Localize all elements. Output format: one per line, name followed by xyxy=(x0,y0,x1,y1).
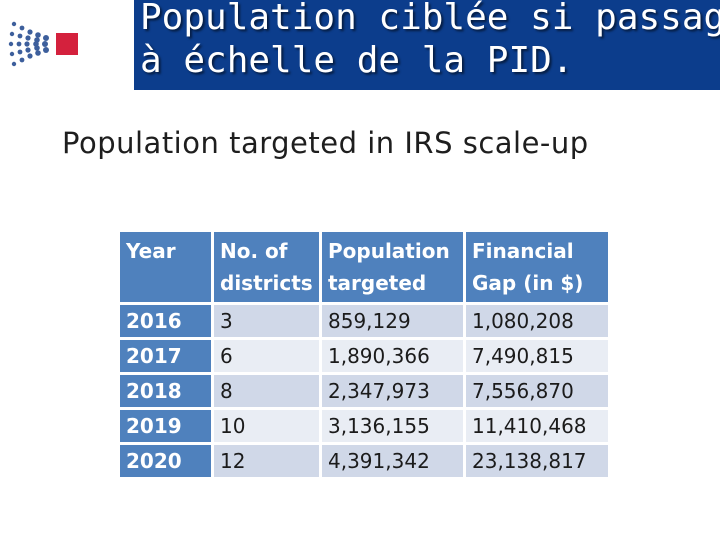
table-container: Year No. of districts Population targeted … xyxy=(117,229,611,480)
page-title: Population ciblée si passage à échelle d… xyxy=(140,0,720,82)
table-row: 2019 10 3,136,155 11,410,468 xyxy=(117,407,611,445)
dotted-burst-logo-icon xyxy=(8,21,78,67)
financial-gap-cell: 1,080,208 xyxy=(463,302,611,340)
population-cell: 4,391,342 xyxy=(319,442,466,480)
table-row: 2017 6 1,890,366 7,490,815 xyxy=(117,337,611,375)
column-header-year: Year xyxy=(117,229,214,305)
table-caption: Population targeted in IRS scale-up xyxy=(62,126,589,160)
population-cell: 3,136,155 xyxy=(319,407,466,445)
population-cell: 859,129 xyxy=(319,302,466,340)
page-title-line-1: Population ciblée si passage xyxy=(140,0,720,38)
logo xyxy=(0,0,134,90)
year-cell: 2019 xyxy=(117,407,214,445)
districts-cell: 8 xyxy=(211,372,322,410)
financial-gap-cell: 23,138,817 xyxy=(463,442,611,480)
year-cell: 2016 xyxy=(117,302,214,340)
table-row: 2018 8 2,347,973 7,556,870 xyxy=(117,372,611,410)
districts-cell: 10 xyxy=(211,407,322,445)
financial-gap-cell: 7,556,870 xyxy=(463,372,611,410)
districts-cell: 12 xyxy=(211,442,322,480)
table-header-row: Year No. of districts Population targeted … xyxy=(117,229,611,305)
districts-cell: 6 xyxy=(211,337,322,375)
financial-gap-cell: 7,490,815 xyxy=(463,337,611,375)
page-title-line-2: à échelle de la PID. xyxy=(140,40,574,81)
header-bar: Population ciblée si passage à échelle d… xyxy=(0,0,720,90)
table-row: 2020 12 4,391,342 23,138,817 xyxy=(117,442,611,480)
districts-cell: 3 xyxy=(211,302,322,340)
column-header-districts: No. of districts xyxy=(211,229,322,305)
column-header-financial-gap: Financial Gap (in $) xyxy=(463,229,611,305)
population-cell: 1,890,366 xyxy=(319,337,466,375)
column-header-population: Population targeted xyxy=(319,229,466,305)
financial-gap-cell: 11,410,468 xyxy=(463,407,611,445)
population-cell: 2,347,973 xyxy=(319,372,466,410)
year-cell: 2020 xyxy=(117,442,214,480)
table-row: 2016 3 859,129 1,080,208 xyxy=(117,302,611,340)
year-cell: 2018 xyxy=(117,372,214,410)
population-table: Year No. of districts Population targeted … xyxy=(117,229,611,480)
year-cell: 2017 xyxy=(117,337,214,375)
